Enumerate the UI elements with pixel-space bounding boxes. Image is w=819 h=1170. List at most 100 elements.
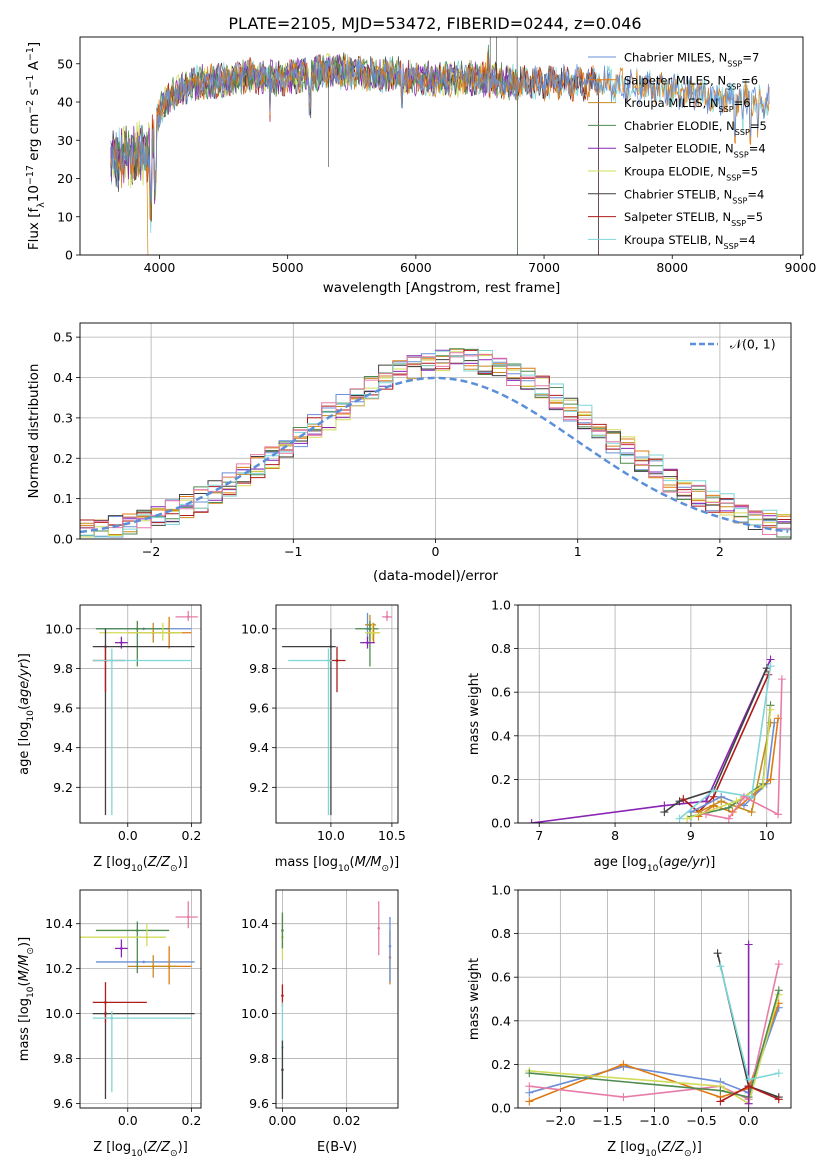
y-tick-label: 9.8 (53, 1051, 73, 1066)
y-tick-label: 10.2 (241, 961, 269, 976)
label-part: Chabrier STELIB, N (624, 187, 732, 201)
y-tick-label: 0.6 (491, 970, 511, 985)
weight-marker (744, 940, 753, 949)
weight-line (678, 665, 772, 820)
label-part: )] (389, 855, 399, 870)
x-tick-label: 2 (716, 544, 724, 559)
x-tick-label: 4000 (144, 260, 176, 275)
label-part: Chabrier ELODIE, N (624, 119, 735, 133)
label-part: )] (17, 937, 32, 947)
weight-marker (758, 781, 767, 790)
y-tick-label: 0.4 (53, 370, 73, 385)
weight-marker (766, 662, 775, 671)
y-tick-label: 9.6 (249, 701, 269, 716)
plot-area (282, 610, 392, 816)
label-part: ( (143, 1140, 148, 1155)
label-part: =6 (741, 73, 758, 87)
data-point (136, 929, 139, 932)
x-axis-label: (data-model)/error (373, 568, 499, 584)
weight-marker (774, 986, 783, 995)
data-point (186, 915, 190, 919)
label-part: ⊙ (684, 1149, 692, 1159)
weight-marker (660, 808, 669, 817)
label-part: Z [log (93, 1140, 131, 1155)
x-tick-label: 10 (759, 828, 775, 843)
x-tick-label: −2.0 (545, 1113, 575, 1128)
legend-label: Kroupa STELIB, NSSP=4 (624, 233, 756, 251)
label-part: −1 (25, 75, 36, 89)
plot-area (110, 37, 770, 255)
spectrum-line (110, 54, 770, 204)
label-part: SSP (726, 173, 741, 182)
label-part: Kroupa MILES, N (624, 96, 719, 110)
label-part: SSP (724, 241, 739, 250)
data-point (327, 659, 330, 662)
label-part: Z/Z (147, 1140, 171, 1155)
label-part: M/M (355, 855, 382, 870)
normal-curve (80, 376, 789, 534)
weight-marker (683, 814, 692, 823)
x-tick-label: 5000 (272, 260, 304, 275)
y-tick-label: 0.8 (491, 926, 511, 941)
axes-frame (79, 36, 804, 256)
legend-label: Salpeter MILES, NSSP=6 (624, 73, 758, 91)
axes-frame (79, 322, 792, 540)
plot-area (527, 655, 786, 823)
y-tick-label: 0.0 (491, 816, 511, 831)
y-tick-label: 9.4 (53, 740, 73, 755)
y-tick-label: 40 (57, 95, 73, 110)
label-part: )] (692, 1140, 702, 1155)
plot-area (281, 901, 392, 1100)
label-part: 10 (645, 1149, 657, 1159)
x-tick-label: 8 (611, 828, 619, 843)
x-axis-label: wavelength [Angstrom, rest frame] (323, 280, 561, 296)
axes-frame (275, 889, 399, 1109)
axes-frame (79, 604, 202, 824)
label-part: M/M (17, 955, 32, 982)
x-tick-label: 10.5 (378, 828, 406, 843)
data-point (120, 641, 123, 644)
weight-marker (774, 810, 783, 819)
legend-label: Chabrier ELODIE, NSSP=5 (624, 119, 767, 137)
label-part: )] (178, 855, 188, 870)
y-tick-label: 0.5 (53, 330, 73, 345)
y-tick-label: 0.4 (491, 728, 511, 743)
plot-area (92, 610, 198, 816)
plot-area (80, 901, 198, 1100)
data-point (110, 659, 114, 662)
weight-marker (716, 1097, 725, 1106)
weight-marker (675, 814, 684, 823)
data-point (368, 627, 372, 631)
weight-marker (774, 1095, 783, 1104)
label-part: erg cm (26, 114, 42, 165)
label-part: Kroupa ELODIE, N (624, 165, 726, 179)
label-part: Chabrier MILES, N (624, 51, 727, 65)
label-part: ( (350, 855, 355, 870)
x-tick-label: 0.2 (182, 828, 202, 843)
plot-layer: 4000 5000 6000 7000 8000 900001020304050wavel… (17, 36, 816, 1159)
label-part: Salpeter ELODIE, N (624, 142, 734, 156)
y-tick-label: 9.6 (53, 701, 73, 716)
legend-label: Salpeter ELODIE, NSSP=4 (624, 142, 766, 160)
weight-marker (525, 1082, 534, 1091)
label-part: ⊙ (26, 947, 36, 955)
y-tick-label: 9.2 (53, 780, 73, 795)
y-tick-label: 1.0 (491, 598, 511, 613)
weight-marker (724, 803, 733, 812)
y-tick-label: 0.2 (491, 1057, 511, 1072)
weight-marker (525, 1069, 534, 1078)
y-axis-label: mass weight (467, 673, 482, 755)
label-part: age/yr (664, 855, 707, 870)
x-tick-label: 0.0 (118, 1113, 138, 1128)
y-tick-label: 10.0 (241, 621, 269, 636)
y-axis-label: mass weight (467, 958, 482, 1040)
data-point (281, 994, 284, 997)
y-tick-label: 20 (57, 171, 73, 186)
weight-line (686, 709, 772, 820)
x-tick-label: 7 (535, 828, 543, 843)
label-part: ( (658, 855, 663, 870)
data-point (366, 641, 369, 644)
legend-label: 𝒩(0, 1) (730, 337, 776, 352)
y-tick-label: 10.0 (45, 1006, 73, 1021)
